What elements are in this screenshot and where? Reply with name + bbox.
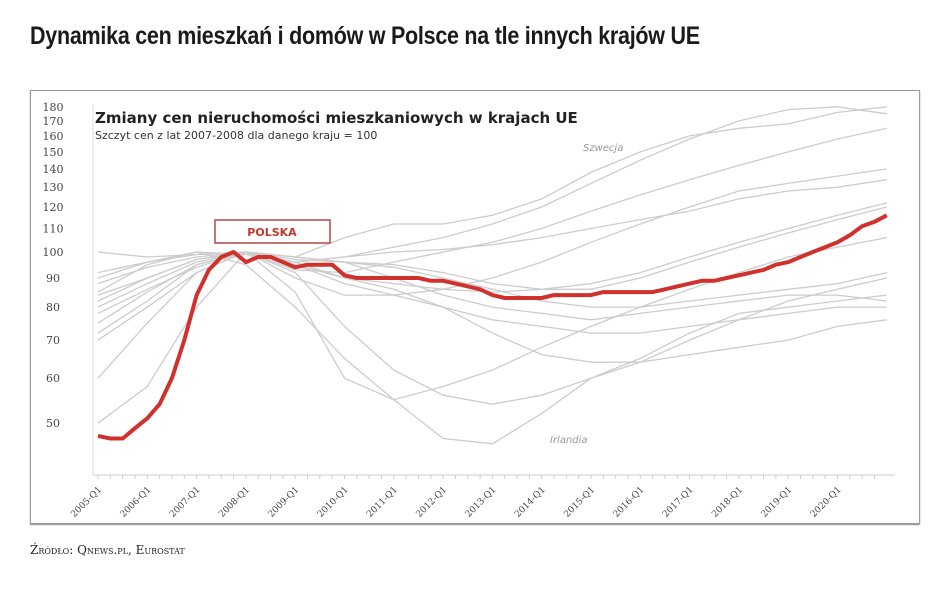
x-tick-label: 2011-Q1 [365,485,400,520]
x-tick-label: 2017-Q1 [661,485,696,520]
x-tick-label: 2007-Q1 [168,485,203,520]
x-tick-label: 2008-Q1 [217,485,252,520]
x-tick-label: 2014-Q1 [513,485,548,520]
chart-subtitle: Szczyt cen z lat 2007-2008 dla danego kr… [95,129,377,142]
series-line-s14 [97,202,887,302]
series-line-s11 [97,236,887,401]
y-tick-label: 70 [46,334,60,347]
x-tick-label: 2020-Q1 [809,485,844,520]
x-tick-label: 2005-Q1 [69,485,104,520]
y-tick-label: 50 [46,417,60,430]
polska-label-box [214,219,331,244]
series-line-irlandia [97,251,887,445]
polska-label: POLSKA [247,226,297,239]
y-tick-label: 80 [46,301,60,314]
y-tick-label: 90 [46,272,60,285]
y-tick-label: 120 [43,201,64,214]
page-title: Dynamika cen mieszkań i domów w Polsce n… [30,22,700,50]
y-tick-label: 170 [43,115,64,128]
x-tick-label: 2012-Q1 [415,485,450,520]
y-tick-label: 110 [43,222,64,235]
y-tick-label: 140 [43,163,64,176]
series-line-s12 [97,251,887,363]
x-tick-label: 2019-Q1 [760,485,795,520]
y-tick-label: 180 [43,101,64,114]
irlandia-label: Irlandia [550,435,588,446]
y-tick-label: 100 [43,246,64,259]
series-line-s5 [97,168,887,379]
x-tick-label: 2018-Q1 [710,485,745,520]
y-tick-label: 130 [43,181,64,194]
chart-title: Zmiany cen nieruchomości mieszkaniowych … [95,109,578,127]
x-tick-label: 2013-Q1 [464,485,499,520]
y-tick-label: 160 [43,130,64,143]
x-tick-label: 2006-Q1 [119,485,154,520]
series-line-s6 [97,251,887,424]
x-tick-label: 2015-Q1 [562,485,597,520]
source-note: Źródło: Qnews.pl, Eurostat [30,543,185,557]
y-tick-label: 60 [46,372,60,385]
series-line-s8 [97,251,887,314]
szwecja-label: Szwecja [583,143,623,154]
x-tick-label: 2010-Q1 [316,485,351,520]
x-tick-label: 2009-Q1 [267,485,302,520]
chart-frame [30,90,920,524]
y-tick-label: 150 [43,146,64,159]
series-line-polska [97,213,888,441]
x-tick-label: 2016-Q1 [612,485,647,520]
